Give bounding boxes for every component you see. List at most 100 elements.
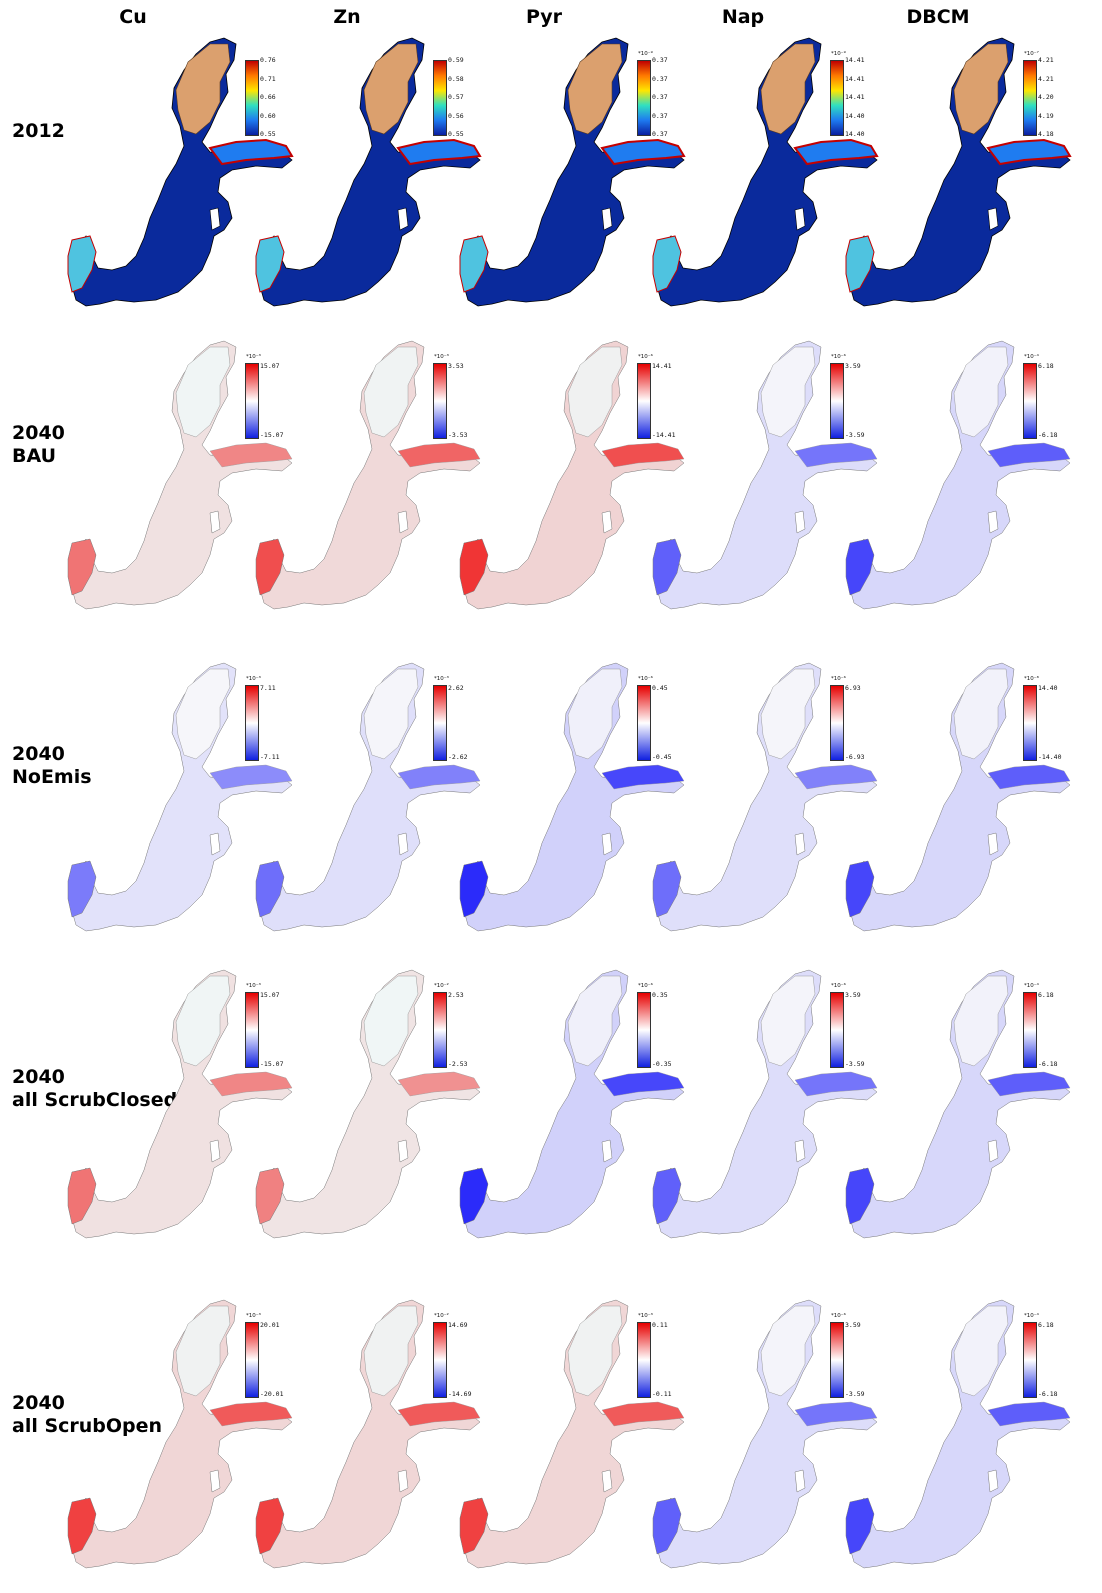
colorbar-scale-label: *10⁻³ [434,676,449,682]
map-panel: 0.76 0.71 0.66 0.60 0.55 [60,30,294,330]
colorbar-min-label: -3.53 [448,431,468,439]
colorbar-max-label: 3.53 [448,362,464,370]
gulf-of-finland [987,764,1071,790]
colorbar-scale-label: *10⁻³ [246,983,261,989]
bothnian-region [175,346,231,438]
sea-area [847,37,1071,307]
colorbar-scale-label: *10⁻⁶ [831,983,846,989]
colorbar-gradient [433,363,447,439]
bothnian-region [363,975,419,1067]
danish-straits [845,1167,875,1225]
baltic-map [255,662,481,932]
row-label-line: 2040 [12,422,65,444]
colorbar-scale-label: *10⁻⁶ [831,676,846,682]
bothnian-region [953,975,1009,1067]
gulf-of-finland [793,138,879,166]
colorbar-tick-label: 0.37 [652,93,668,101]
sea-area [461,37,685,307]
sea-area [847,340,1071,610]
colorbar-max-label: 7.11 [260,684,276,692]
gotland-island [397,207,409,231]
colorbar-tick-label: 14.40 [845,111,865,120]
colorbar-gradient [830,992,844,1068]
gulf-of-finland [397,1071,481,1097]
gulf-of-finland [987,1071,1071,1097]
colorbar-min-label: -0.45 [652,753,672,761]
gulf-of-finland [601,1071,685,1097]
map-panel: *10⁻⁶ 3.59 -3.59 [645,1292,878,1592]
colorbar-gradient [637,1322,651,1398]
danish-straits [652,1497,682,1555]
colorbar-gradient [245,685,259,761]
colorbar-gradient [1023,60,1037,136]
colorbar-max-label: 6.93 [845,684,861,692]
baltic-map [845,340,1071,610]
colorbar-scale-label: *10⁻² [434,1313,449,1319]
sea-area [69,969,293,1239]
map-panel: *10⁻³ 15.07 -15.07 [60,962,293,1262]
colorbar-max-label: 14.40 [1038,684,1058,692]
map-panel: *10⁻⁸ 14.40 -14.40 [838,655,1071,955]
colorbar-tick-label: 4.19 [1038,111,1054,120]
colorbar-tick-label: 0.76 [260,56,276,64]
colorbar-scale-label: *10⁻⁷ [1024,51,1039,57]
danish-straits [67,860,97,918]
colorbar-scale-label: *10⁻⁹ [638,51,653,57]
colorbar-max-label: 6.18 [1038,362,1054,370]
bothnian-region [567,975,623,1067]
danish-straits [845,538,875,596]
row-header-2012: 2012 [12,120,65,143]
colorbar-tick-label: 0.59 [448,56,464,64]
bothnian-region [953,43,1009,135]
sea-area [654,969,878,1239]
danish-straits [67,235,97,293]
colorbar-max-label: 6.18 [1038,991,1054,999]
danish-straits [67,538,97,596]
colorbar-max-label: 15.07 [260,991,280,999]
colorbar-min-label: -15.07 [260,1060,284,1068]
colorbar-tick-label: 0.56 [448,111,464,120]
baltic-map [459,662,685,932]
danish-straits [459,538,489,596]
baltic-map [67,969,293,1239]
gulf-of-finland [397,1401,481,1427]
colorbar-min-label: -6.18 [1038,1390,1058,1398]
danish-straits [459,235,489,293]
bothnian-region [363,346,419,438]
row-label-line: 2012 [12,120,65,142]
danish-straits [255,1167,285,1225]
colorbar-scale-label: *10⁻⁶ [638,983,653,989]
baltic-map [845,37,1072,307]
colorbar-min-label: -0.11 [652,1390,672,1398]
colorbar-max-label: 0.35 [652,991,668,999]
column-header-nap: Nap [721,6,765,28]
gulf-of-finland [397,442,481,468]
colorbar-scale-label: *10⁻⁶ [831,1313,846,1319]
map-panel: *10⁻⁴ 6.18 -6.18 [838,333,1071,633]
gotland-island [794,1139,806,1163]
colorbar-min-label: -2.62 [448,753,468,761]
colorbar-scale-label: *10⁻⁴ [1024,354,1039,360]
colorbar-gradient [1023,685,1037,761]
colorbar-gradient [433,60,447,136]
sea-area [69,662,293,932]
gulf-of-finland [986,138,1072,166]
sea-area [654,662,878,932]
colorbar-gradient [830,685,844,761]
colorbar-tick-label: 0.66 [260,93,276,101]
baltic-map [459,37,686,307]
colorbar-tick-label: 14.41 [845,56,865,64]
bothnian-region [567,346,623,438]
colorbar-scale-label: *10⁻³ [434,354,449,360]
gotland-island [794,510,806,534]
bothnian-region [363,1305,419,1397]
colorbar-max-label: 2.62 [448,684,464,692]
baltic-map [652,340,878,610]
gotland-island [987,207,999,231]
gotland-island [987,510,999,534]
row-label-line: 2040 [12,1066,65,1088]
map-panel: *10⁻⁶ 14.41 -14.41 [452,333,685,633]
baltic-map [652,662,878,932]
gotland-island [987,832,999,856]
baltic-map [67,1299,293,1569]
